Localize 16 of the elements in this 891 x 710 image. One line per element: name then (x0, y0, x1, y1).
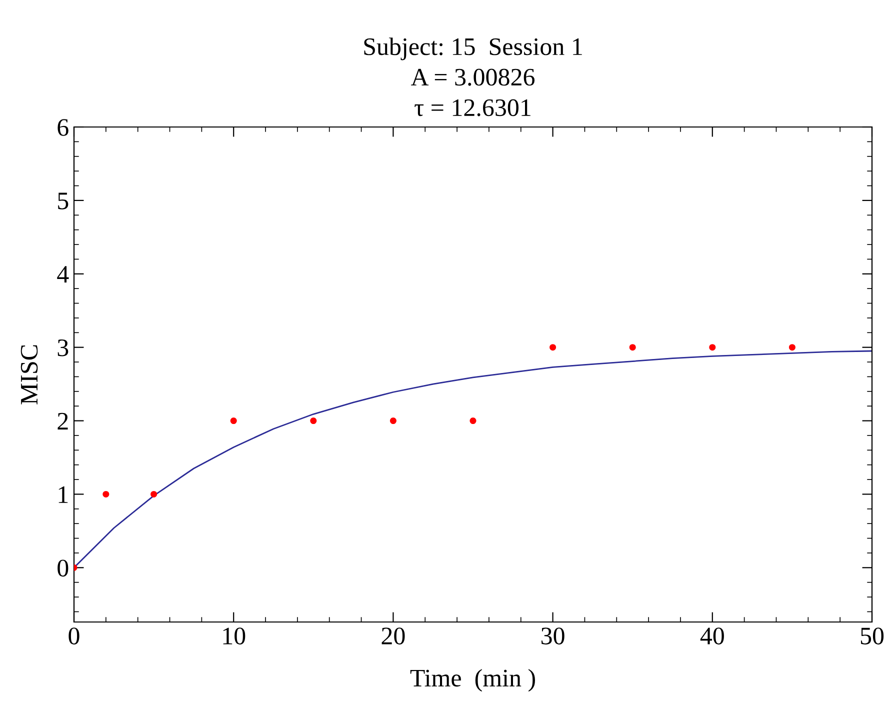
y-tick-label: 0 (58, 560, 68, 577)
x-tick-label: 0 (68, 628, 80, 644)
y-tick-label: 5 (58, 192, 68, 210)
y-tick-label: 3 (58, 339, 68, 356)
x-tick-label: 20 (382, 628, 405, 644)
x-tick-label: 10 (223, 628, 246, 644)
y-axis-title: MISC (20, 345, 38, 404)
x-tick-label: 50 (860, 628, 884, 644)
x-axis-title: Time (min ) (410, 668, 535, 692)
y-tick-label: 4 (57, 266, 69, 283)
x-tick-label: 40 (700, 628, 724, 644)
y-tick-label: 6 (58, 119, 68, 136)
y-tick-label: 1 (58, 486, 68, 503)
y-tick-label: 2 (58, 412, 68, 430)
chart-title: Subject: 15 Session 1 A = 3.00826 τ = 12.6301 (364, 38, 582, 116)
x-tick-label: 30 (541, 628, 564, 644)
